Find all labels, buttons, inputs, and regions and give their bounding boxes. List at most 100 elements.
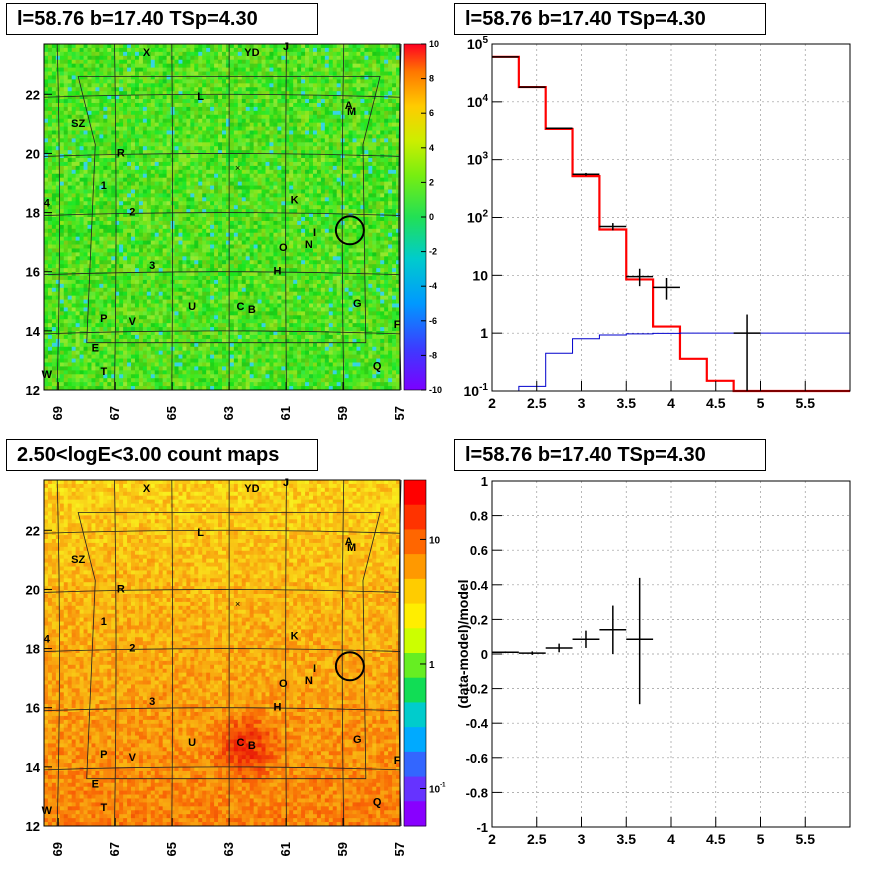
map-pixel bbox=[95, 374, 100, 379]
map-pixel bbox=[83, 158, 88, 163]
map-pixel bbox=[142, 99, 148, 104]
map-pixel bbox=[47, 51, 53, 57]
map-pixel bbox=[142, 185, 148, 190]
map-pixel bbox=[146, 79, 152, 84]
map-pixel bbox=[142, 220, 148, 226]
map-pixel bbox=[190, 71, 195, 76]
map-pixel bbox=[150, 323, 156, 328]
map-pixel bbox=[83, 114, 88, 120]
map-pixel bbox=[154, 307, 160, 312]
map-pixel bbox=[63, 319, 69, 324]
map-pixel bbox=[158, 181, 164, 186]
map-pixel bbox=[162, 102, 168, 108]
map-pixel bbox=[47, 209, 53, 214]
map-pixel bbox=[75, 193, 80, 198]
map-pixel bbox=[142, 331, 148, 336]
map-pixel bbox=[174, 279, 179, 285]
map-pixel bbox=[190, 201, 195, 206]
map-pixel bbox=[218, 272, 223, 277]
map-pixel bbox=[67, 110, 73, 116]
map-pixel bbox=[190, 272, 195, 277]
map-pixel bbox=[194, 79, 199, 84]
map-pixel bbox=[75, 217, 80, 222]
map-pixel bbox=[206, 161, 211, 167]
map-pixel bbox=[131, 169, 136, 175]
map-pixel bbox=[138, 331, 144, 336]
map-pixel bbox=[257, 303, 262, 308]
map-pixel bbox=[59, 217, 65, 222]
map-pixel bbox=[111, 213, 116, 218]
map-pixel bbox=[127, 181, 132, 186]
map-pixel bbox=[206, 256, 211, 261]
map-pixel bbox=[245, 232, 251, 238]
map-pixel bbox=[79, 315, 84, 320]
map-pixel bbox=[162, 150, 168, 155]
map-pixel bbox=[95, 63, 100, 68]
map-pixel bbox=[75, 126, 80, 131]
map-pixel bbox=[51, 366, 57, 371]
map-pixel bbox=[190, 283, 195, 289]
map-pixel bbox=[59, 150, 65, 155]
map-pixel bbox=[265, 197, 270, 202]
map-pixel bbox=[75, 378, 80, 383]
map-pixel bbox=[249, 138, 255, 143]
map-pixel bbox=[131, 189, 136, 194]
map-pixel bbox=[241, 252, 247, 257]
map-pixel bbox=[119, 193, 124, 198]
map-pixel bbox=[79, 248, 84, 253]
map-pixel bbox=[95, 311, 100, 316]
map-pixel bbox=[206, 342, 211, 348]
map-pixel bbox=[87, 327, 92, 332]
map-pixel bbox=[257, 248, 262, 253]
map-pixel bbox=[142, 272, 148, 277]
map-pixel bbox=[115, 217, 120, 222]
map-pixel bbox=[206, 283, 211, 289]
map-pixel bbox=[233, 236, 239, 241]
map-pixel bbox=[103, 256, 108, 261]
map-pixel bbox=[249, 315, 255, 320]
map-pixel bbox=[63, 209, 69, 214]
map-pixel bbox=[222, 79, 227, 84]
map-pixel bbox=[150, 272, 156, 277]
map-pixel bbox=[261, 217, 266, 222]
map-pixel bbox=[218, 44, 223, 49]
map-pixel bbox=[138, 205, 144, 210]
map-pixel bbox=[51, 197, 57, 202]
map-pixel bbox=[127, 346, 132, 352]
map-pixel bbox=[79, 213, 84, 218]
map-pixel bbox=[123, 150, 128, 155]
map-pixel bbox=[115, 362, 120, 367]
map-pixel bbox=[222, 63, 227, 68]
map-pixel bbox=[245, 252, 251, 257]
map-pixel bbox=[134, 71, 140, 76]
map-pixel bbox=[134, 95, 140, 100]
map-pixel bbox=[257, 189, 262, 194]
map-pixel bbox=[138, 374, 144, 379]
map-pixel bbox=[218, 99, 223, 104]
map-pixel bbox=[198, 181, 203, 186]
map-pixel bbox=[214, 342, 219, 348]
map-pixel bbox=[75, 334, 80, 340]
map-pixel bbox=[166, 63, 171, 68]
map-pixel bbox=[123, 228, 128, 234]
map-pixel bbox=[158, 209, 164, 214]
map-pixel bbox=[83, 173, 88, 179]
map-pixel bbox=[233, 287, 239, 293]
map-pixel bbox=[174, 311, 179, 316]
map-pixel bbox=[134, 342, 140, 348]
map-pixel bbox=[67, 319, 73, 324]
map-pixel bbox=[245, 75, 251, 80]
map-pixel bbox=[178, 181, 183, 186]
map-pixel bbox=[222, 197, 227, 202]
map-pixel bbox=[127, 177, 132, 183]
map-pixel bbox=[249, 169, 255, 175]
map-pixel bbox=[134, 205, 140, 210]
map-pixel bbox=[47, 228, 53, 234]
map-pixel bbox=[210, 362, 215, 367]
map-pixel bbox=[190, 366, 195, 371]
map-pixel bbox=[253, 213, 258, 218]
map-pixel bbox=[44, 315, 49, 320]
map-pixel bbox=[91, 150, 96, 155]
map-pixel bbox=[91, 102, 96, 108]
map-pixel bbox=[210, 378, 215, 383]
